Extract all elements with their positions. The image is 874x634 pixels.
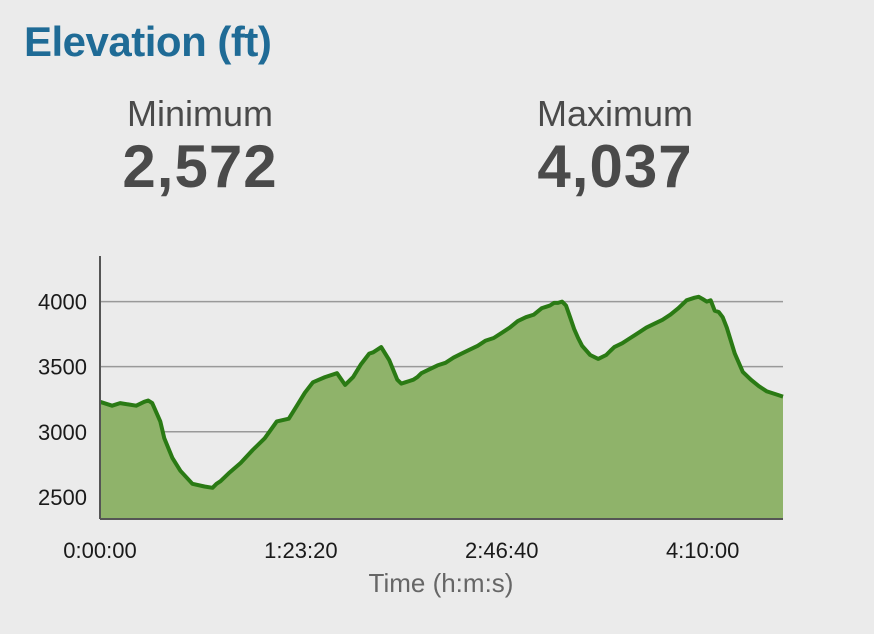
- y-tick-label: 2500: [38, 485, 87, 510]
- x-tick-label: 2:46:40: [465, 538, 538, 563]
- x-tick-label: 1:23:20: [264, 538, 337, 563]
- x-tick-label: 0:00:00: [63, 538, 136, 563]
- axis-ticks: 2500 3000 3500 4000 0:00:00 1:23:20 2:46:40 4:1…: [38, 290, 739, 563]
- x-tick-label: 4:10:00: [666, 538, 739, 563]
- elevation-line: [99, 294, 784, 490]
- y-tick-label: 4000: [38, 290, 87, 315]
- minimum-stat: Minimum 2,572: [80, 94, 320, 200]
- y-tick-label: 3000: [38, 420, 87, 445]
- y-tick-label: 3500: [38, 355, 87, 380]
- maximum-stat: Maximum 4,037: [495, 94, 735, 200]
- minimum-value: 2,572: [122, 133, 278, 200]
- maximum-value: 4,037: [537, 133, 693, 200]
- chart-title: Elevation (ft): [24, 18, 272, 65]
- minimum-label: Minimum: [126, 93, 273, 134]
- x-axis-label: Time (h:m:s): [369, 568, 514, 598]
- elevation-area: [100, 296, 783, 519]
- maximum-label: Maximum: [536, 93, 693, 134]
